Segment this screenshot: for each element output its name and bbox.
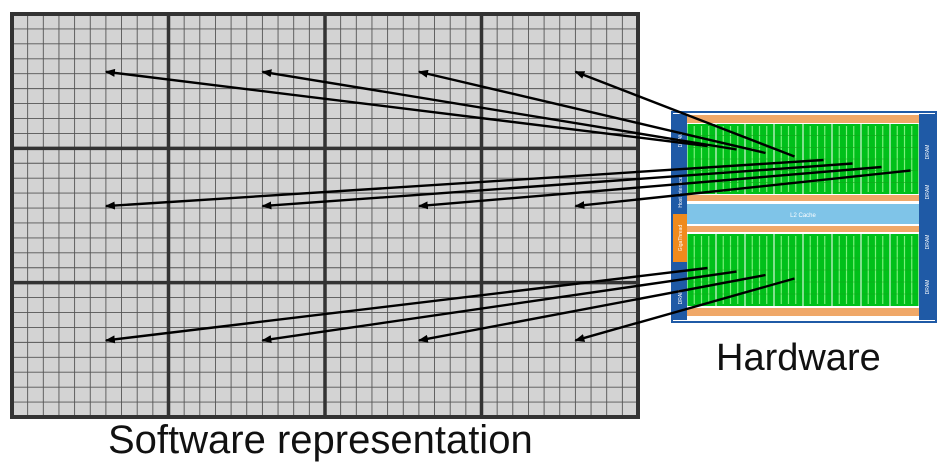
mapping-arrow	[261, 69, 737, 151]
hardware-caption: Hardware	[716, 337, 881, 379]
mapping-arrow	[104, 68, 708, 148]
orange-band	[687, 115, 919, 123]
l2-cache	[687, 204, 919, 224]
dram-label: DRAM	[925, 185, 931, 200]
mapping-arrow	[417, 273, 766, 343]
mapping-arrow	[261, 270, 737, 344]
orange-band	[687, 195, 919, 201]
l2-cache-label: L2 Cache	[790, 213, 816, 219]
grid-border	[10, 12, 640, 419]
dram-label: DRAM	[678, 290, 684, 305]
thread-lines	[12, 14, 638, 417]
gigathread-strip	[673, 214, 687, 262]
mapping-arrow	[574, 277, 795, 342]
software-caption: Software representation	[108, 418, 533, 462]
mapping-arrow	[104, 266, 708, 344]
software-grid	[10, 12, 640, 419]
orange-band	[687, 226, 919, 232]
gigathread-label: GigaThread	[678, 225, 684, 252]
mapping-arrow	[104, 158, 824, 210]
mapping-arrow	[417, 165, 882, 210]
dram-label: DRAM	[925, 235, 931, 250]
mapping-arrows	[104, 68, 911, 344]
orange-band	[687, 308, 919, 316]
host-interface-label: Host Interface	[678, 176, 684, 207]
mapping-arrow	[574, 70, 795, 158]
dram-strip-right	[919, 114, 935, 320]
mapping-arrow	[417, 69, 766, 155]
dram-label: DRAM	[925, 145, 931, 160]
hardware-chip: DRAM Host Interface GigaThread DRAM DRAM DRAM…	[671, 111, 937, 323]
mapping-arrow	[261, 162, 853, 210]
mapping-arrow	[574, 169, 911, 210]
dram-label: DRAM	[925, 280, 931, 295]
